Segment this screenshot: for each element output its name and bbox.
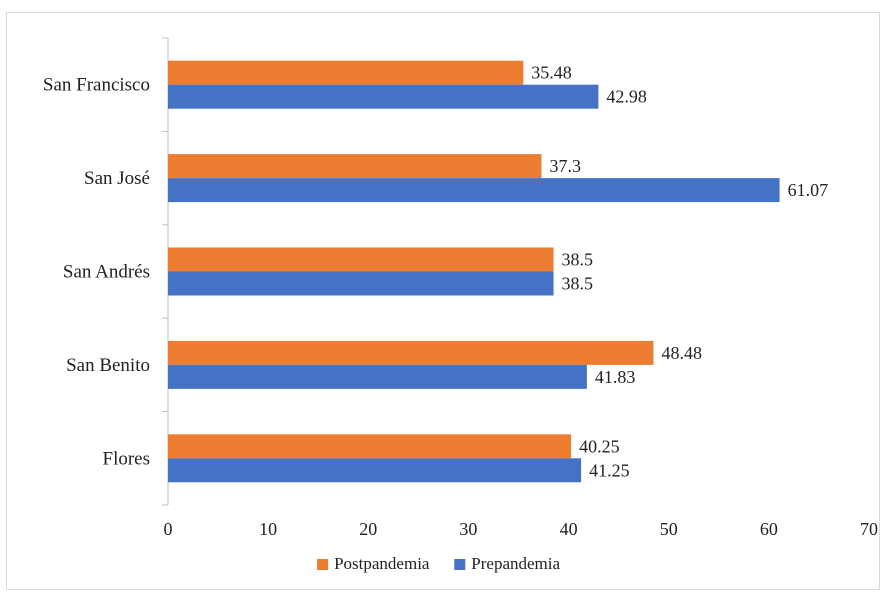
x-tick-label: 10 <box>259 519 277 539</box>
x-tick-label: 60 <box>760 519 778 539</box>
bar-prepandemia <box>168 458 582 483</box>
data-label: 61.07 <box>788 180 829 200</box>
bar-prepandemia <box>168 178 780 203</box>
data-label: 41.83 <box>595 367 636 387</box>
category-label: Flores <box>103 448 151 469</box>
bar-postpandemia <box>168 154 542 179</box>
legend-swatch-postpandemia <box>317 559 329 570</box>
data-label: 38.5 <box>562 250 594 270</box>
legend-label: Prepandemia <box>471 554 560 573</box>
bar-postpandemia <box>168 247 554 272</box>
x-tick-label: 40 <box>560 519 578 539</box>
data-label: 41.25 <box>589 460 630 480</box>
data-label: 42.98 <box>606 87 647 107</box>
legend-label: Postpandemia <box>334 554 430 573</box>
data-label: 37.3 <box>550 156 582 176</box>
category-label: San José <box>84 168 150 189</box>
x-tick-label: 30 <box>459 519 477 539</box>
bar-postpandemia <box>168 434 572 459</box>
x-tick-label: 0 <box>164 519 173 539</box>
x-tick-label: 50 <box>660 519 678 539</box>
data-label: 40.25 <box>579 436 620 456</box>
bar-prepandemia <box>168 364 587 389</box>
data-label: 35.48 <box>531 63 572 83</box>
bar-postpandemia <box>168 60 524 85</box>
bar-prepandemia <box>168 84 599 109</box>
category-label: San Benito <box>66 355 150 376</box>
x-tick-label: 70 <box>860 519 878 539</box>
category-label: San Francisco <box>43 75 150 96</box>
bar-prepandemia <box>168 271 554 296</box>
data-label: 48.48 <box>661 343 702 363</box>
category-label: San Andrés <box>63 262 150 283</box>
x-tick-label: 20 <box>359 519 377 539</box>
data-label: 38.5 <box>562 274 594 294</box>
bar-postpandemia <box>168 340 654 365</box>
legend-swatch-prepandemia <box>454 559 466 570</box>
